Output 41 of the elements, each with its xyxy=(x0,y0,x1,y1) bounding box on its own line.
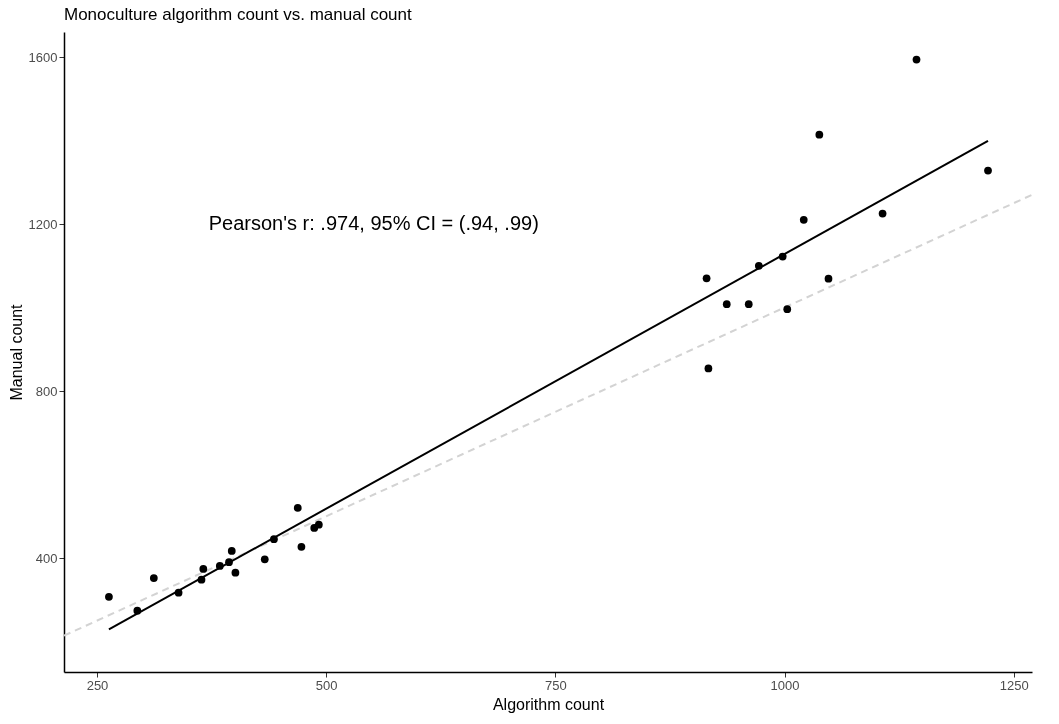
point xyxy=(912,55,921,64)
point xyxy=(293,504,302,512)
point xyxy=(227,547,236,555)
x-tick-label: 1250 xyxy=(999,677,1029,693)
point xyxy=(199,565,208,573)
x-tick-label: 1000 xyxy=(770,677,800,693)
point xyxy=(778,252,787,261)
y-tick-label: 400 xyxy=(35,550,58,566)
point xyxy=(878,209,887,218)
y-tick-label: 800 xyxy=(35,383,58,399)
x-axis-title: Algorithm count xyxy=(492,695,605,713)
point xyxy=(225,558,233,567)
point xyxy=(722,300,731,309)
y-tick-label: 1600 xyxy=(28,49,58,65)
point xyxy=(704,364,713,373)
point xyxy=(133,606,142,615)
point xyxy=(754,261,763,270)
point xyxy=(297,542,306,551)
y-tick-label: 1200 xyxy=(28,216,58,232)
point xyxy=(824,274,833,283)
point xyxy=(105,592,113,601)
point xyxy=(231,568,240,577)
point xyxy=(702,274,711,283)
point xyxy=(197,575,206,584)
x-tick-label: 250 xyxy=(86,677,109,693)
point xyxy=(149,574,158,582)
point xyxy=(984,166,992,175)
x-tick-label: 500 xyxy=(315,677,338,693)
point xyxy=(260,555,269,564)
point xyxy=(783,305,792,314)
point xyxy=(174,588,183,597)
chart-title: Monoculture algorithm count vs. manual count xyxy=(64,5,413,24)
annotation: Pearson's r: .974, 95% CI = (.94, .99) xyxy=(208,212,539,234)
point xyxy=(744,300,753,309)
point xyxy=(270,535,278,544)
point xyxy=(815,130,824,139)
y-axis-title: Manual count xyxy=(7,303,25,401)
x-tick-label: 750 xyxy=(544,677,567,693)
point xyxy=(215,562,224,570)
point xyxy=(314,520,323,529)
point xyxy=(799,216,808,224)
